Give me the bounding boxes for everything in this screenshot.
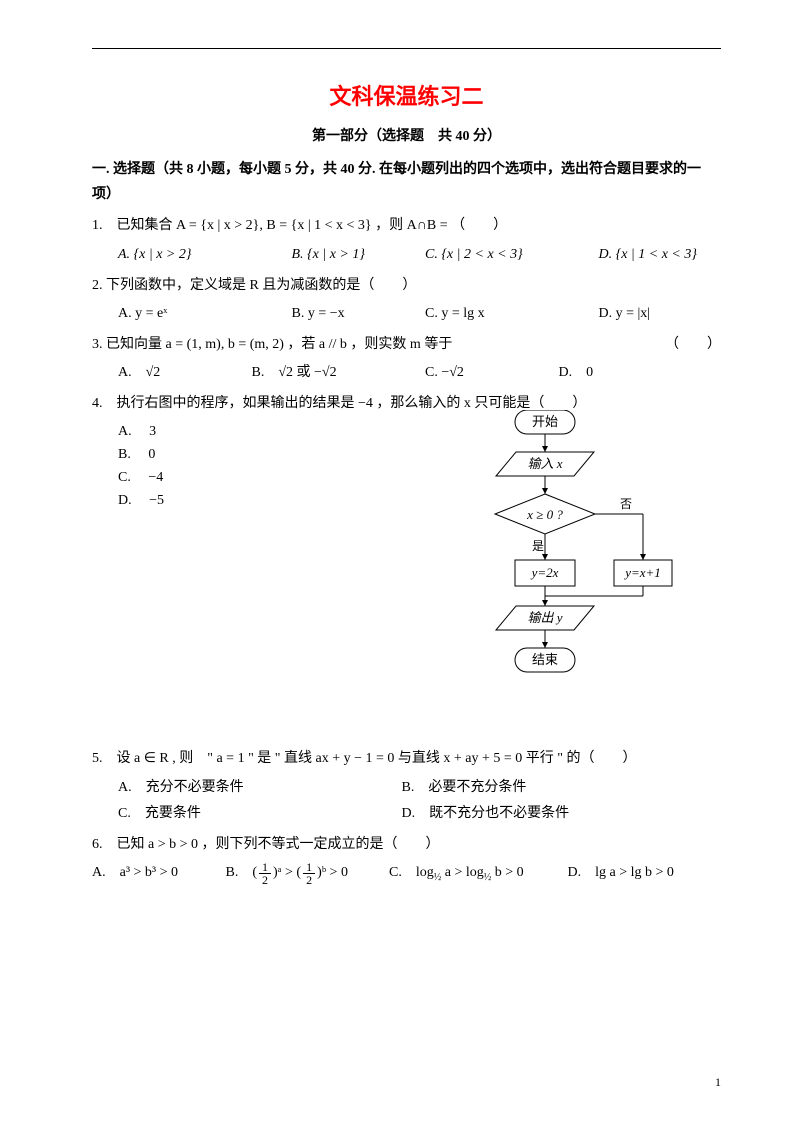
doc-subtitle: 第一部分（选择题 共 40 分） [92, 125, 721, 145]
flow-start-label: 开始 [532, 414, 558, 429]
q1-opt-c: C. {x | 2 < x < 3} [425, 242, 595, 269]
q1-opt-a: A. {x | x > 2} [118, 242, 288, 269]
q6-b-post: )ᵇ > 0 [317, 865, 348, 880]
q3-stem: 3. 已知向量 a = (1, m), b = (m, 2) ，若 a // b… [92, 332, 721, 359]
section-heading: 一. 选择题（共 8 小题，每小题 5 分，共 40 分. 在每小题列出的四个选… [92, 157, 721, 207]
q6-opt-c: C. log½ a > log½ b > 0 [389, 860, 564, 887]
q6-b-den2: 2 [303, 874, 315, 886]
q5-opt-d: D. 既不充分也不必要条件 [402, 801, 570, 828]
page-body: 文科保温练习二 第一部分（选择题 共 40 分） 一. 选择题（共 8 小题，每… [0, 0, 793, 929]
q3-opt-a: A. √2 [118, 360, 248, 387]
q2-opt-b: B. y = −x [292, 301, 422, 328]
q5-opt-a: A. 充分不必要条件 [118, 775, 398, 802]
q2-opt-a: A. y = eˣ [118, 301, 288, 328]
flow-input-label: 输入 x [527, 456, 562, 471]
q6-b-den1: 2 [259, 874, 271, 886]
q6-opt-b: B. (12)ᵃ > (12)ᵇ > 0 [226, 860, 386, 887]
q6-stem: 6. 已知 a > b > 0 ，则下列不等式一定成立的是（ ） [92, 832, 721, 859]
top-rule [92, 48, 721, 49]
flow-y2x-label: y=2x [530, 565, 559, 580]
q6-opt-d: D. lg a > lg b > 0 [568, 860, 674, 887]
doc-title: 文科保温练习二 [92, 79, 721, 111]
q6-b-num1: 1 [259, 861, 271, 874]
q1-options: A. {x | x > 2} B. {x | x > 1} C. {x | 2 … [92, 242, 721, 269]
q1-stem: 1. 已知集合 A = {x | x > 2}, B = {x | 1 < x … [92, 213, 721, 240]
flow-no-label: 否 [620, 497, 632, 511]
flow-yes-label: 是 [532, 539, 544, 553]
q2-opt-d: D. y = |x| [599, 301, 651, 328]
q3-paren: （ ） [665, 332, 721, 359]
q5-opt-b: B. 必要不充分条件 [402, 775, 527, 802]
q3-stem-text: 3. 已知向量 a = (1, m), b = (m, 2) ，若 a // b… [92, 337, 452, 352]
q3-opt-d: D. 0 [559, 360, 594, 387]
page-number: 1 [715, 1075, 721, 1090]
flowchart: 开始 输入 x x ≥ 0 ? 是 否 y=2x y=x+1 [430, 410, 720, 700]
q6-options: A. a³ > b³ > 0 B. (12)ᵃ > (12)ᵇ > 0 C. l… [92, 860, 721, 887]
q6-b-mid: )ᵃ > ( [273, 865, 301, 880]
flow-end-label: 结束 [532, 652, 558, 667]
flow-output-label: 输出 y [527, 610, 562, 625]
q3-options: A. √2 B. √2 或 −√2 C. −√2 D. 0 [92, 360, 721, 387]
q1-opt-d: D. {x | 1 < x < 3} [599, 242, 697, 269]
q5-options: A. 充分不必要条件 B. 必要不充分条件 C. 充要条件 D. 既不充分也不必… [92, 775, 721, 828]
q2-stem: 2. 下列函数中，定义域是 R 且为减函数的是（ ） [92, 273, 721, 300]
q6-opt-a: A. a³ > b³ > 0 [92, 860, 222, 887]
q2-options: A. y = eˣ B. y = −x C. y = lg x D. y = |… [92, 301, 721, 328]
q3-opt-c: C. −√2 [425, 360, 555, 387]
q1-opt-b: B. {x | x > 1} [292, 242, 422, 269]
q2-opt-c: C. y = lg x [425, 301, 595, 328]
flow-cond-label: x ≥ 0 ? [526, 507, 563, 522]
q6-b-num2: 1 [303, 861, 315, 874]
q6-c-post: b > 0 [491, 865, 523, 880]
flow-yx1-label: y=x+1 [623, 565, 661, 580]
q6-c-pre: C. log [389, 865, 434, 880]
q3-opt-b: B. √2 或 −√2 [252, 360, 422, 387]
q5-stem: 5. 设 a ∈ R , 则 " a = 1 " 是 " 直线 ax + y −… [92, 746, 721, 773]
flowchart-svg: 开始 输入 x x ≥ 0 ? 是 否 y=2x y=x+1 [430, 410, 720, 700]
q5-opt-c: C. 充要条件 [118, 801, 398, 828]
q6-b-pre: B. ( [226, 865, 258, 880]
q6-c-mid: a > log [441, 865, 484, 880]
